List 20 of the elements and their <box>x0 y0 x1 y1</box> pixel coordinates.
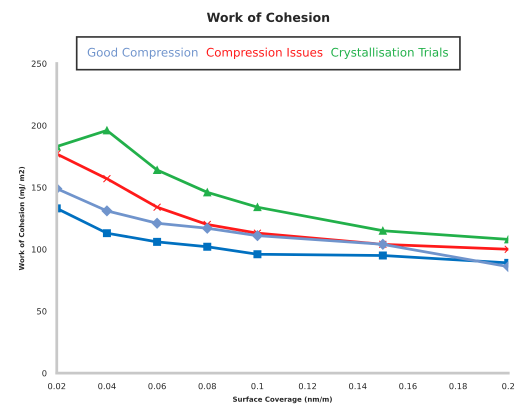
y-tick-label: 150 <box>32 184 46 191</box>
y-tick-label: 200 <box>32 122 46 129</box>
text: Good Compression <box>88 48 198 60</box>
x-tick-label: 0.16 <box>399 382 417 390</box>
x-tick-label: 0.12 <box>298 382 316 390</box>
x-tick-label: 0.18 <box>449 382 467 390</box>
y-tick-label: 50 <box>37 308 46 314</box>
x-tick-label: 0.2 <box>502 382 514 390</box>
x-tick-label: 0.08 <box>198 382 216 390</box>
y-tick-label: 250 <box>32 60 46 67</box>
text: Compression Issues <box>206 48 322 60</box>
x-tick-label: 0.02 <box>48 382 66 390</box>
x-tick-label: 0.06 <box>148 382 166 390</box>
x-tick-label: 0.1 <box>251 382 264 390</box>
y-tick-label: 100 <box>32 246 46 253</box>
y-tick-label: 0 <box>42 370 46 376</box>
chart-title: Work of Cohesion <box>206 12 330 22</box>
x-tick-label: 0.04 <box>98 382 116 390</box>
x-tick-label: 0.14 <box>349 382 367 390</box>
text: Crystallisation Trials <box>331 48 448 60</box>
